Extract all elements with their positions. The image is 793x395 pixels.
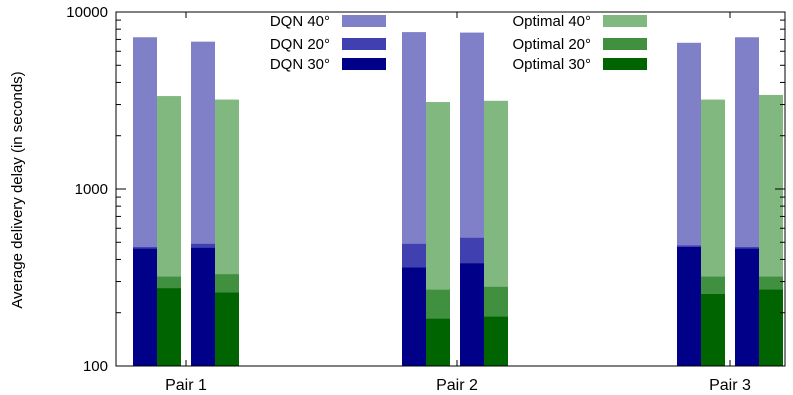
legend-label-optimal-40deg: Optimal 40° (512, 13, 591, 30)
bar-optimal-30deg-pair-1-2 (215, 292, 239, 366)
bar-optimal-30deg-pair-2-1 (426, 318, 450, 366)
legend: DQN 40° DQN 20° DQN 30° Optimal 40° Optimal … (270, 13, 647, 73)
legend-label-optimal-20deg: Optimal 20° (512, 36, 591, 53)
axes-layer: Pair 1 Pair 2 Pair 3 100 1000 10000 (66, 4, 786, 394)
legend-swatch-optimal-20deg (603, 38, 647, 50)
legend-swatch-optimal-40deg (603, 15, 647, 27)
legend-label-dqn-20deg: DQN 20° (270, 36, 330, 53)
legend-label-dqn-30deg: DQN 30° (270, 56, 330, 73)
bar-dqn-30deg-pair-1-1 (133, 248, 157, 366)
bar-dqn-30deg-pair-3-2 (735, 248, 759, 366)
legend-label-optimal-30deg: Optimal 30° (512, 56, 591, 73)
bar-optimal-30deg-pair-3-1 (701, 294, 725, 366)
legend-swatch-dqn-30deg (342, 58, 386, 70)
y-tick-label-10000: 10000 (66, 4, 108, 21)
plot-frame (115, 11, 786, 367)
bar-optimal-30deg-pair-1-1 (157, 288, 181, 366)
bar-dqn-30deg-pair-1-2 (191, 247, 215, 366)
y-tick-label-1000: 1000 (75, 181, 108, 198)
bar-dqn-30deg-pair-3-1 (677, 247, 701, 366)
legend-swatch-optimal-30deg (603, 58, 647, 70)
legend-swatch-dqn-20deg (342, 38, 386, 50)
y-axis-label: Average delivery delay (in seconds) (9, 71, 26, 308)
x-tick-label-pair-1: Pair 1 (165, 377, 207, 394)
bars-layer (133, 32, 783, 367)
bar-dqn-30deg-pair-2-1 (402, 267, 426, 366)
bar-dqn-30deg-pair-2-2 (460, 263, 484, 366)
legend-label-dqn-40deg: DQN 40° (270, 13, 330, 30)
bar-optimal-30deg-pair-2-2 (484, 316, 508, 366)
bar-optimal-30deg-pair-3-2 (759, 289, 783, 366)
legend-swatch-dqn-40deg (342, 15, 386, 27)
x-tick-label-pair-2: Pair 2 (436, 377, 478, 394)
y-tick-label-100: 100 (83, 358, 108, 375)
x-tick-label-pair-3: Pair 3 (709, 377, 751, 394)
